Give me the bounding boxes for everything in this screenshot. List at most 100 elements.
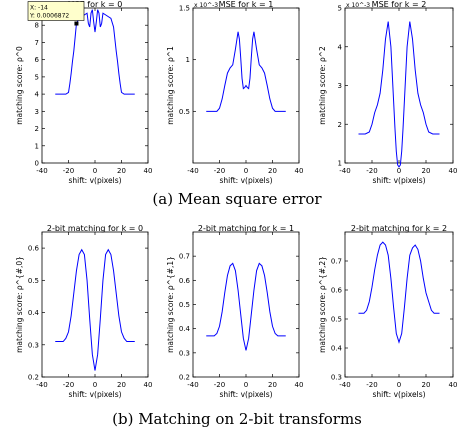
y-axis-label: matching score: ρ^{#,0} [15, 256, 24, 353]
x-tick-label: -20 [214, 381, 225, 389]
x-axis-label: shift: v(pixels) [68, 390, 121, 399]
y-tick-label: 0.3 [28, 341, 39, 349]
y-tick-label: 5 [338, 5, 342, 13]
x-axis-label: shift: v(pixels) [372, 390, 425, 399]
x-tick-label: 40 [144, 381, 153, 389]
y-tick-label: 0.7 [331, 258, 342, 266]
y-tick-label: 1 [35, 142, 39, 150]
plot-title: 2-bit matching for k = 0 [47, 224, 143, 233]
plot-frame [192, 231, 300, 378]
x-tick-label: -20 [63, 167, 74, 175]
series-line [206, 262, 286, 351]
plot-frame [41, 231, 149, 378]
x-tick-label: 40 [295, 381, 304, 389]
series-line [55, 248, 135, 371]
y-tick-label: 0.2 [179, 374, 190, 382]
y-axis-label: matching score: ρ^2 [318, 46, 327, 125]
y-tick-label: 0.6 [179, 277, 191, 285]
y-tick-label: 0 [35, 160, 39, 168]
x-tick-label: -40 [36, 381, 47, 389]
x-tick-label: 0 [397, 167, 401, 175]
series-line [206, 31, 286, 112]
y-axis-label: matching score: ρ^{#,2} [318, 256, 327, 353]
x-tick-label: 40 [449, 167, 458, 175]
x-axis-label: shift: v(pixels) [219, 176, 272, 185]
y-tick-label: 7 [35, 39, 39, 47]
x-tick-label: 20 [422, 167, 431, 175]
y-tick-label: 0.3 [331, 374, 342, 382]
y-tick-label: 4 [338, 43, 343, 51]
plot-title: 2-bit matching for k = 2 [351, 224, 447, 233]
x-tick-label: -40 [339, 381, 350, 389]
x-axis-label: shift: v(pixels) [372, 176, 425, 185]
y-tick-label: 1.5 [179, 5, 190, 13]
subplot-1: -40-20020400123456789MSE for k = 0shift:… [15, 0, 152, 185]
y-tick-label: 0.4 [179, 325, 191, 333]
y-tick-label: 0.6 [28, 245, 40, 253]
x-tick-label: 0 [93, 381, 97, 389]
x-tick-label: 20 [268, 381, 277, 389]
y-tick-label: 3 [338, 82, 342, 90]
scale-multiplier: x 10^-3 [194, 2, 218, 9]
y-tick-label: 4 [35, 91, 40, 99]
datatip-y: Y: 0.0006872 [29, 13, 69, 20]
series-line [358, 241, 440, 344]
subplot-4: -40 -20 0 20 40 0.2 0.3 0.4 0.5 0.6 2-bit matching… [15, 224, 152, 399]
y-tick-label: 0.5 [179, 108, 190, 116]
datatip-x: X: -14 [30, 5, 48, 12]
y-tick-label: 1 [186, 56, 190, 64]
x-tick-label: -20 [366, 381, 377, 389]
x-tick-label: 40 [144, 167, 153, 175]
y-tick-label: 1 [338, 160, 342, 168]
x-tick-label: 20 [268, 167, 277, 175]
plots: -40-20020400123456789MSE for k = 0shift:… [15, 0, 457, 399]
x-tick-label: -40 [187, 167, 198, 175]
x-tick-label: 40 [295, 167, 304, 175]
x-tick-label: -20 [366, 167, 377, 175]
y-tick-label: 8 [35, 22, 39, 30]
plot-title: MSE for k = 1 [219, 0, 274, 9]
series-line [358, 21, 440, 168]
x-tick-label: -40 [36, 167, 47, 175]
x-tick-label: -20 [214, 167, 225, 175]
plot-frame [344, 231, 454, 378]
subplot-6: -40 -20 0 20 40 0.3 0.4 0.5 0.6 0.7 2-bit matching… [318, 224, 457, 399]
y-axis-label: matching score: ρ^0 [15, 46, 24, 125]
datatip-box [27, 1, 85, 21]
x-tick-label: 20 [117, 381, 126, 389]
y-tick-label: 0.3 [179, 349, 190, 357]
scale-multiplier: x 10^-3 [346, 2, 370, 9]
y-tick-label: 0.5 [331, 316, 342, 324]
x-tick-label: 0 [244, 381, 248, 389]
x-axis-label: shift: v(pixels) [68, 176, 121, 185]
x-tick-label: -40 [187, 381, 198, 389]
plot-title: MSE for k = 2 [372, 0, 427, 9]
x-tick-label: 0 [93, 167, 97, 175]
y-tick-label: 0.4 [28, 309, 40, 317]
y-tick-label: 0.4 [331, 345, 343, 353]
series-line [55, 9, 135, 95]
x-tick-label: 0 [397, 381, 401, 389]
plot-frame [344, 7, 454, 164]
y-tick-label: 6 [35, 56, 40, 64]
x-tick-label: -20 [63, 381, 74, 389]
y-tick-label: 0.2 [28, 374, 39, 382]
y-tick-label: 0.6 [331, 287, 343, 295]
caption-mean-square-error: (a) Mean square error [152, 190, 322, 208]
x-tick-label: 0 [244, 167, 248, 175]
caption-2bit-matching: (b) Matching on 2-bit transforms [112, 410, 362, 428]
plot-frame [41, 7, 149, 164]
y-tick-label: 3 [35, 108, 39, 116]
x-tick-label: 20 [422, 381, 431, 389]
x-tick-label: -40 [339, 167, 350, 175]
y-tick-label: 0.5 [179, 301, 190, 309]
x-axis-label: shift: v(pixels) [219, 390, 272, 399]
y-tick-label: 5 [35, 73, 39, 81]
datatip-marker [74, 21, 79, 26]
subplot-5: -40 -20 0 20 40 0.2 0.3 0.4 0.5 0.6 0.7 2-bit match… [166, 224, 303, 399]
plot-title: 2-bit matching for k = 1 [198, 224, 294, 233]
x-tick-label: 20 [117, 167, 126, 175]
subplot-2: -40 -20 0 20 40 0.5 1 1.5 MSE for k = 1 shift: v(… [166, 0, 303, 185]
x-tick-label: 40 [449, 381, 458, 389]
